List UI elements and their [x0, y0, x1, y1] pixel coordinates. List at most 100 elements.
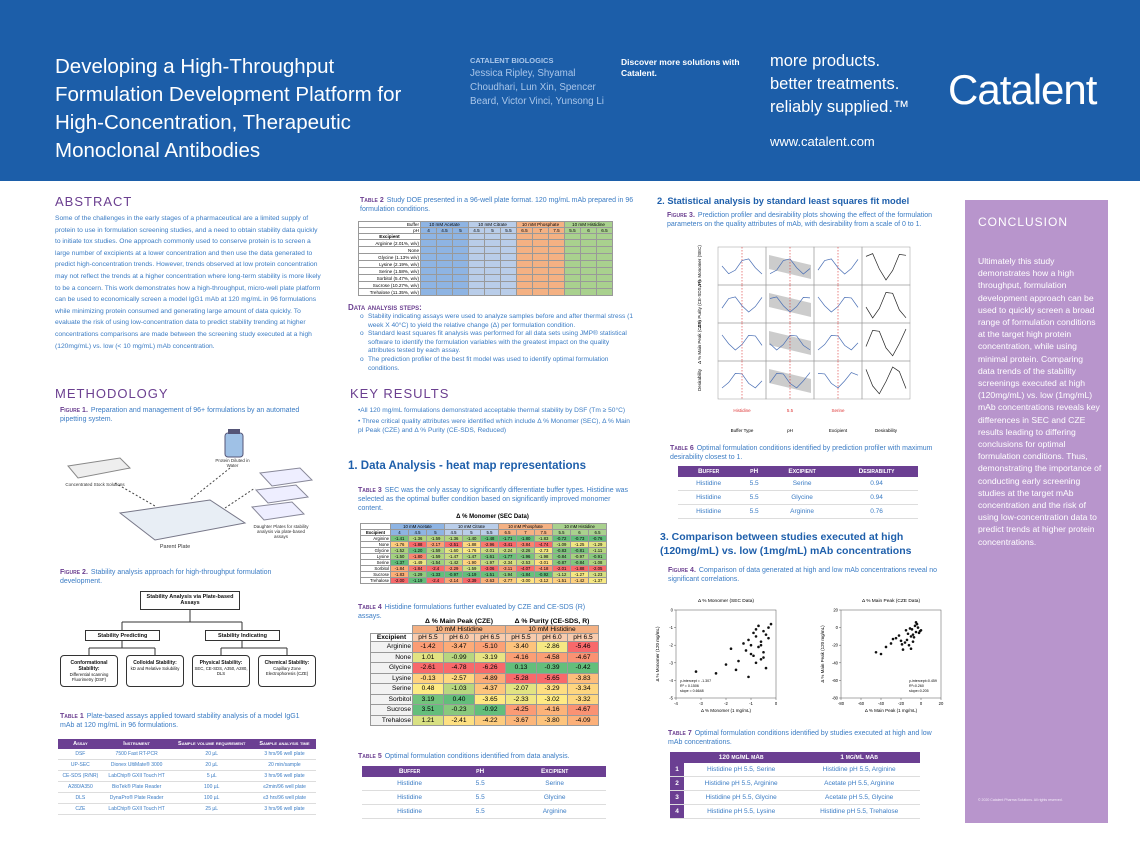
- table-cell: Glycine: [503, 790, 606, 805]
- column-header: Buffer: [678, 466, 740, 477]
- caption-text: SEC was the only assay to significantly …: [358, 487, 629, 512]
- profile-curve: [865, 328, 907, 357]
- well: [420, 246, 437, 254]
- excipient: None: [358, 246, 421, 254]
- table-cell: Histidine: [678, 477, 740, 491]
- well: [580, 246, 597, 254]
- data-point: [914, 630, 918, 634]
- table-cell: Histidine pH 5.5, Trehalose: [798, 804, 920, 819]
- column-header: Sample analysis time: [252, 739, 316, 749]
- heat-cell: -4.16: [505, 651, 537, 663]
- y-tick-label: 0: [836, 625, 839, 630]
- column-header: Buffer: [362, 766, 458, 777]
- conclusion-box: CONCLUSION Ultimately this study demonst…: [965, 200, 1108, 823]
- x-tick-label: 20: [939, 701, 944, 706]
- confidence-band: [769, 293, 811, 317]
- data-point: [754, 635, 758, 638]
- caption-label: Table 2: [360, 197, 384, 204]
- heat-cell: -3.19: [474, 651, 506, 663]
- column-header: 120 mg/mL mAb: [684, 752, 799, 763]
- flow-branch: Stability Predicting: [85, 630, 160, 641]
- table1-wrap: Assay Instrument Sample volume requirement…: [58, 739, 316, 815]
- header-row: Δ % Main Peak (CZE) Δ % Purity (CE-SDS, R…: [371, 618, 599, 626]
- x-tick-label: 0: [775, 701, 778, 706]
- tagline: more products. better treatments. reliab…: [770, 50, 909, 119]
- profile-curve: [721, 296, 763, 313]
- table-cell: CE-SDS (R/NR): [58, 770, 103, 782]
- figure-label: Parent Plate: [159, 544, 191, 550]
- excipient: Lysine (2.19%, w/v): [358, 260, 421, 268]
- leaf-detail: Differential scanning Fluorimetry (DSF): [69, 672, 109, 682]
- data-table: Buffer pH Excipient Histidine 5.5 Serine Histi…: [362, 766, 606, 819]
- column-header: Instrument: [102, 739, 171, 749]
- flow-leaf: Physical Stability: SEC, CE-SDS, A350, A2…: [192, 655, 250, 687]
- y-tick-label: -1: [669, 625, 673, 630]
- table-row: Histidine 5.5 Glycine 0.94: [678, 490, 918, 505]
- org: CATALENT BIOLOGICS: [470, 56, 554, 65]
- key-result: • Three critical quality attributes were…: [358, 418, 630, 434]
- data-point: [759, 657, 763, 661]
- step: o Stability indicating assays were used t…: [360, 313, 635, 330]
- data-point: [752, 631, 755, 635]
- table-cell: 3 hrs/96 well plate: [252, 749, 316, 760]
- caption-text: Study DOE presented in a 96-well plate f…: [360, 197, 634, 213]
- table-cell: Histidine: [362, 777, 458, 791]
- well: [548, 267, 565, 275]
- table-cell: Histidine: [362, 790, 458, 805]
- well: [436, 267, 453, 275]
- table-cell: Glycine: [769, 490, 836, 505]
- well: [580, 253, 597, 261]
- heading: KEY RESULTS: [350, 386, 450, 401]
- column-header: 1 mg/mL mAb: [798, 752, 920, 763]
- well: [516, 260, 533, 268]
- table-row: Lysine -0.13 -2.57 -4.89 -5.28 -5.65 -3.83: [370, 672, 599, 684]
- well: [532, 260, 549, 268]
- flow-root: Stability Analysis via Plate-based Assay…: [140, 591, 240, 610]
- parent-plate: [118, 499, 247, 541]
- heat-cell: -4.09: [567, 714, 599, 726]
- data-point: [694, 670, 698, 673]
- table-cell: Histidine: [678, 504, 740, 519]
- table-cell: LabChip® GXII Touch HT: [102, 770, 171, 782]
- table-cell: 3 hrs/96 well plate: [252, 803, 316, 815]
- plot-title: Δ % Main Peak (CZE Data): [862, 598, 921, 604]
- logo: Catalent: [948, 66, 1097, 113]
- table-cell: 5 µL: [170, 770, 253, 782]
- data-table: Assay Instrument Sample volume requirement…: [58, 739, 316, 815]
- table-cell: 5.5: [739, 490, 770, 505]
- x-tick-label: -4: [674, 701, 678, 706]
- y-tick-label: -3: [669, 660, 673, 665]
- table-row: Trehalose (11.35%, w/v): [358, 288, 613, 296]
- step: o The prediction profiler of the best fit…: [360, 356, 635, 373]
- data-table: 120 mg/mL mAb 1 mg/mL mAb 1 Histidine pH 5.…: [670, 752, 920, 819]
- profiler-panel: [861, 246, 911, 286]
- data-point: [742, 642, 745, 645]
- excipient: Arginine (2.01%, w/v): [358, 239, 421, 247]
- heat-cell: -2.14: [444, 577, 463, 584]
- y-tick-label: -80: [832, 696, 839, 701]
- heat-cell: -3.32: [567, 693, 599, 705]
- well: [500, 281, 517, 289]
- well: [484, 239, 501, 247]
- buffer-header: 10 mM Histidine: [412, 625, 506, 634]
- table-cell: UP-SEC: [58, 759, 103, 771]
- well: [452, 253, 469, 261]
- y-axis-label: Δ % Main Peak (120 mg/mL): [820, 625, 825, 683]
- row-header: Excipient: [370, 633, 413, 642]
- profiler-panel: [861, 284, 911, 324]
- heat-cell: -2.57: [443, 672, 475, 684]
- well: [468, 239, 485, 247]
- plot-frame: [840, 609, 942, 699]
- heatmap-table: 10 mM Acetate 10 mM Citrate 10 mM Phosphat…: [360, 523, 607, 584]
- well: [436, 274, 453, 282]
- daughter-plate: [250, 501, 306, 521]
- figure1: Protein Diluted in Water Concentrated St…: [60, 428, 320, 563]
- heat-cell: -0.39: [536, 662, 568, 674]
- table-row: Lysine (2.19%, w/v): [358, 260, 613, 268]
- table-row: Trehalose 1.21 -2.41 -4.22 -3.67 -3.80 -4.09: [370, 714, 599, 726]
- excipient: Sorbitol (5.47%, w/v): [358, 274, 421, 282]
- table2-wrap: Buffer 10 mM Acetate 10 mM Citrate 10 mM Ph…: [358, 221, 613, 296]
- table-cell: DynaPro® Plate Reader: [102, 792, 171, 804]
- x-tick-label: -3: [699, 701, 703, 706]
- heat-cell: -1.19: [408, 577, 427, 584]
